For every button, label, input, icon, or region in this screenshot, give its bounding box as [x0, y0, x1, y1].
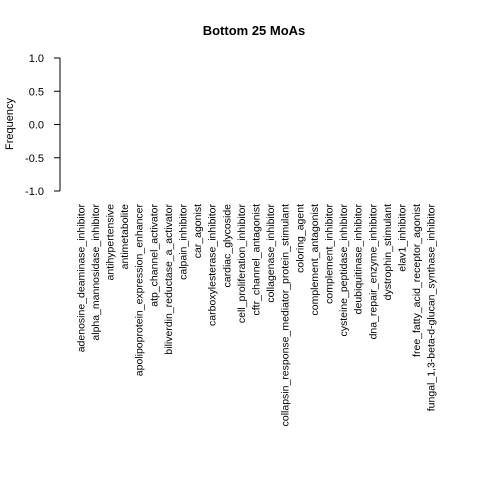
x-tick-label: atp_channel_activator: [148, 204, 160, 307]
x-tick-label: elav1_inhibitor: [397, 204, 409, 272]
x-tick-label: biliverdin_reductase_a_activator: [163, 204, 175, 355]
x-tick-label: free_fatty_acid_receptor_agonist: [411, 204, 423, 357]
y-tick-label: 0.0: [29, 120, 44, 132]
x-tick-label: cysteine_peptidase_inhibitor: [338, 204, 350, 337]
x-tick-label: adenosine_deaminase_inhibitor: [75, 204, 87, 353]
x-tick-label: car_agonist: [192, 204, 204, 258]
x-tick-label: carboxylesterase_inhibitor: [207, 204, 219, 326]
x-tick-labels: adenosine_deaminase_inhibitor alpha_manno…: [75, 204, 437, 427]
x-tick-label: coloring_agent: [294, 204, 306, 273]
x-tick-label: collapsin_response_mediator_protein_stim…: [280, 204, 292, 426]
y-axis-label: Frequency: [4, 98, 16, 150]
x-tick-label: dystrophin_stimulant: [382, 204, 394, 300]
y-tick-label: -1.0: [25, 186, 44, 198]
x-tick-label: cell_proliferation_inhibitor: [236, 204, 248, 324]
x-tick-label: deubiquitinase_inhibitor: [353, 204, 365, 315]
x-tick-label: collagenase_inhibitor: [265, 204, 277, 303]
x-tick-label: complement_antagonist: [309, 204, 321, 316]
x-tick-label: cardiac_glycoside: [221, 204, 233, 288]
x-tick-label: complement_inhibitor: [324, 204, 336, 304]
x-tick-label: antimetabolite: [119, 204, 131, 270]
x-tick-label: alpha_mannosidase_inhibitor: [90, 204, 102, 341]
x-tick-label: fungal_1,3-beta-d-glucan_synthase_inhibi…: [426, 204, 438, 412]
y-tick-label: 0.5: [29, 86, 44, 98]
y-tick-label: 1.0: [29, 53, 44, 65]
x-tick-label: dna_repair_enzyme_inhibitor: [367, 204, 379, 340]
y-axis: -1.0 -0.5 0.0 0.5 1.0: [25, 53, 61, 198]
y-tick-label: -0.5: [25, 153, 44, 165]
x-tick-label: calpain_inhibitor: [178, 204, 190, 280]
x-tick-label: cftr_channel_antagonist: [251, 204, 263, 316]
chart-title: Bottom 25 MoAs: [203, 23, 306, 38]
x-tick-label: antihypertensive: [105, 204, 117, 281]
x-tick-label: apolipoprotein_expression_enhancer: [134, 204, 146, 377]
